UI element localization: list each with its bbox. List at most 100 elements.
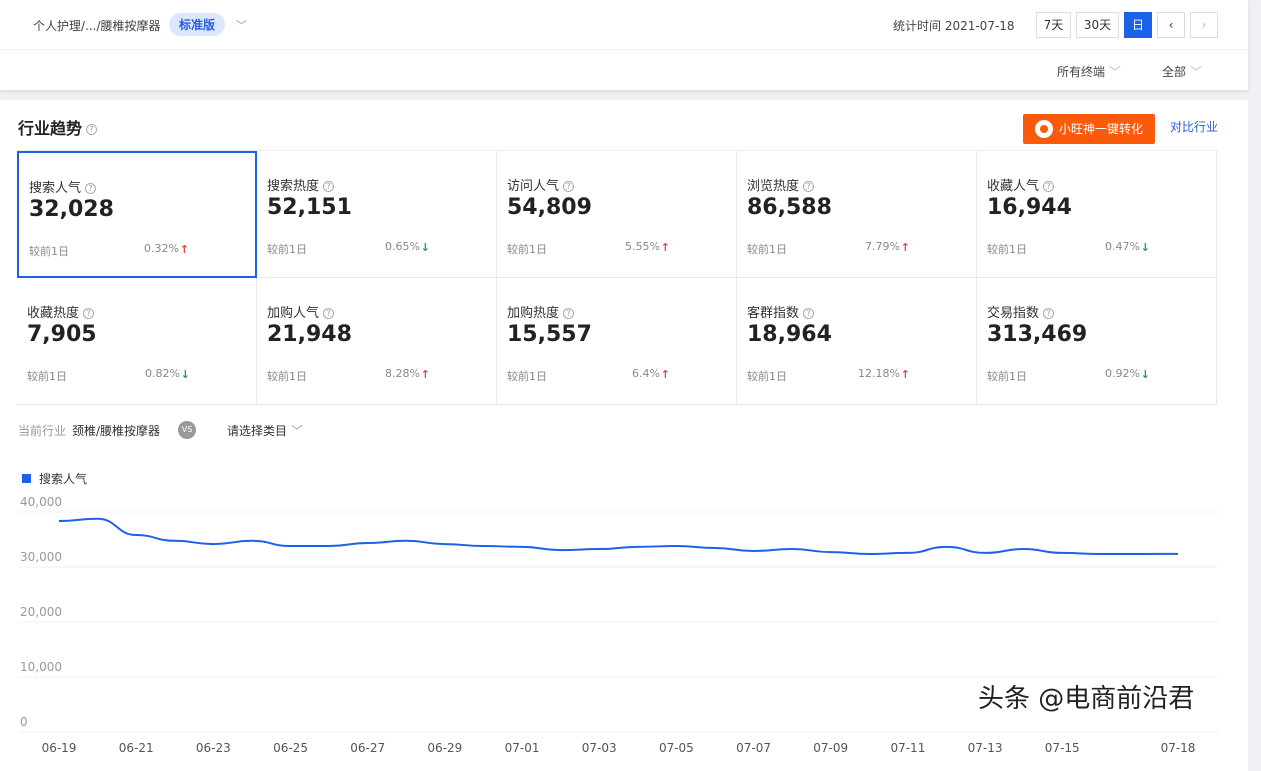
metric-value: 15,557 <box>507 322 592 347</box>
trend-chart: 搜索人气 40,000 30,000 20,000 10,000 0 06-19 06-21 0… <box>18 471 1218 755</box>
metric-label: 加购人气? <box>267 302 335 321</box>
industry-label: 当前行业 <box>18 424 67 438</box>
metric-label: 交易指数? <box>987 302 1055 321</box>
prev-icon[interactable]: ‹ <box>1157 12 1185 38</box>
metric-compare-label: 较前1日 <box>267 243 307 256</box>
help-icon[interactable]: ? <box>1043 308 1055 319</box>
filter-bar: 个人护理/.../腰椎按摩器 标准版 ﹀ 统计时间 2021-07-18 7天 … <box>0 0 1248 90</box>
metric-card[interactable]: 加购热度? 15,557 较前1日 6.4% ↑ <box>497 278 737 405</box>
metric-compare-label: 较前1日 <box>29 245 69 258</box>
help-icon[interactable]: ? <box>1043 181 1055 192</box>
watermark: 头条 @电商前沿君 <box>978 684 1195 714</box>
x-tick-label: 07-15 <box>1045 741 1080 755</box>
x-tick-label: 06-23 <box>196 741 231 755</box>
category-breadcrumb[interactable]: 个人护理/.../腰椎按摩器 <box>33 19 161 33</box>
x-tick-label: 06-27 <box>350 741 385 755</box>
metric-value: 21,948 <box>267 322 352 347</box>
metric-card[interactable]: 客群指数? 18,964 较前1日 12.18% ↑ <box>737 278 977 405</box>
metric-compare-label: 较前1日 <box>747 243 787 256</box>
terminal-label: 所有终端 <box>1057 65 1106 79</box>
x-tick-label: 07-11 <box>890 741 925 755</box>
metric-card[interactable]: 浏览热度? 86,588 较前1日 7.79% ↑ <box>737 151 977 278</box>
category-select-label: 请选择类目 <box>227 424 288 438</box>
x-tick-label: 06-19 <box>42 741 77 755</box>
terminal-select[interactable]: 所有终端 ﹀ <box>1057 63 1121 80</box>
series-line-search-popularity <box>58 517 1179 556</box>
help-icon[interactable]: ? <box>85 183 97 194</box>
x-tick-label: 07-05 <box>659 741 694 755</box>
metric-compare-label: 较前1日 <box>987 243 1027 256</box>
range-30d-button[interactable]: 30天 <box>1076 12 1119 38</box>
compare-industry-link[interactable]: 对比行业 <box>1170 120 1219 134</box>
x-tick-label: 07-03 <box>582 741 617 755</box>
arrow-up-icon: ↑ <box>660 241 670 254</box>
metric-label: 收藏人气? <box>987 175 1055 194</box>
metric-change: 0.82% <box>145 367 180 380</box>
metric-value: 18,964 <box>747 322 832 347</box>
help-icon[interactable]: ? <box>563 181 575 192</box>
metric-change: 0.65% <box>385 240 420 253</box>
arrow-up-icon: ↑ <box>420 368 430 381</box>
metric-label: 访问人气? <box>507 175 575 194</box>
industry-trend-panel: 行业趋势? 小旺神一键转化 对比行业 搜索人气? 32,028 较前1日 0.3… <box>0 100 1248 771</box>
help-icon[interactable]: ? <box>803 181 815 192</box>
scope-label: 全部 <box>1162 65 1187 79</box>
scope-select[interactable]: 全部 ﹀ <box>1162 63 1202 80</box>
metric-change: 8.28% <box>385 367 420 380</box>
vs-icon: VS <box>178 421 196 439</box>
arrow-down-icon: ↓ <box>1140 241 1150 254</box>
section-title: 行业趋势? <box>18 115 98 139</box>
stat-time: 统计时间 2021-07-18 <box>893 19 1015 33</box>
metric-card[interactable]: 搜索人气? 32,028 较前1日 0.32% ↑ <box>17 151 257 278</box>
metric-value: 86,588 <box>747 195 832 220</box>
arrow-down-icon: ↓ <box>420 241 430 254</box>
x-tick-label: 07-18 <box>1161 741 1196 755</box>
y-tick-label: 10,000 <box>20 660 62 674</box>
chevron-down-icon: ﹀ <box>1108 65 1121 79</box>
metric-change: 5.55% <box>625 240 660 253</box>
y-tick-label: 30,000 <box>20 550 62 564</box>
x-tick-label: 07-13 <box>968 741 1003 755</box>
legend-label: 搜索人气 <box>39 471 87 486</box>
metric-change: 0.92% <box>1105 367 1140 380</box>
metric-compare-label: 较前1日 <box>507 370 547 383</box>
convert-button[interactable]: 小旺神一键转化 <box>1023 114 1155 144</box>
metric-card[interactable]: 搜索热度? 52,151 较前1日 0.65% ↓ <box>257 151 497 278</box>
metric-card[interactable]: 访问人气? 54,809 较前1日 5.55% ↑ <box>497 151 737 278</box>
help-icon[interactable]: ? <box>563 308 575 319</box>
metric-card[interactable]: 收藏热度? 7,905 较前1日 0.82% ↓ <box>17 278 257 405</box>
metric-value: 7,905 <box>27 322 97 347</box>
arrow-down-icon: ↓ <box>180 368 190 381</box>
metric-compare-label: 较前1日 <box>267 370 307 383</box>
next-icon[interactable]: › <box>1190 12 1218 38</box>
metric-label: 浏览热度? <box>747 175 815 194</box>
convert-label: 小旺神一键转化 <box>1059 122 1144 136</box>
metric-card[interactable]: 收藏人气? 16,944 较前1日 0.47% ↓ <box>977 151 1217 278</box>
chevron-down-icon: ﹀ <box>1189 65 1202 79</box>
metric-value: 313,469 <box>987 322 1088 347</box>
metric-card[interactable]: 交易指数? 313,469 较前1日 0.92% ↓ <box>977 278 1217 405</box>
metric-change: 12.18% <box>858 367 900 380</box>
help-icon[interactable]: ? <box>323 308 335 319</box>
category-select[interactable]: 请选择类目 ﹀ <box>227 422 303 439</box>
mascot-icon <box>1035 120 1053 138</box>
x-tick-label: 07-07 <box>736 741 771 755</box>
chevron-down-icon[interactable]: ﹀ <box>236 19 247 32</box>
metric-value: 54,809 <box>507 195 592 220</box>
metric-value: 32,028 <box>29 197 114 222</box>
metric-card[interactable]: 加购人气? 21,948 较前1日 8.28% ↑ <box>257 278 497 405</box>
x-tick-label: 07-01 <box>505 741 540 755</box>
metric-label: 客群指数? <box>747 302 815 321</box>
range-day-button[interactable]: 日 <box>1124 12 1152 38</box>
metrics-grid: 搜索人气? 32,028 较前1日 0.32% ↑ 搜索热度? 52,151 较前… <box>17 150 1217 405</box>
help-icon[interactable]: ? <box>86 124 98 135</box>
range-7d-button[interactable]: 7天 <box>1036 12 1071 38</box>
help-icon[interactable]: ? <box>83 308 95 319</box>
help-icon[interactable]: ? <box>803 308 815 319</box>
help-icon[interactable]: ? <box>323 181 335 192</box>
x-tick-label: 06-25 <box>273 741 308 755</box>
x-tick-label: 06-21 <box>119 741 154 755</box>
arrow-up-icon: ↑ <box>179 243 189 256</box>
chevron-down-icon: ﹀ <box>290 424 303 438</box>
y-tick-label: 40,000 <box>20 495 62 509</box>
